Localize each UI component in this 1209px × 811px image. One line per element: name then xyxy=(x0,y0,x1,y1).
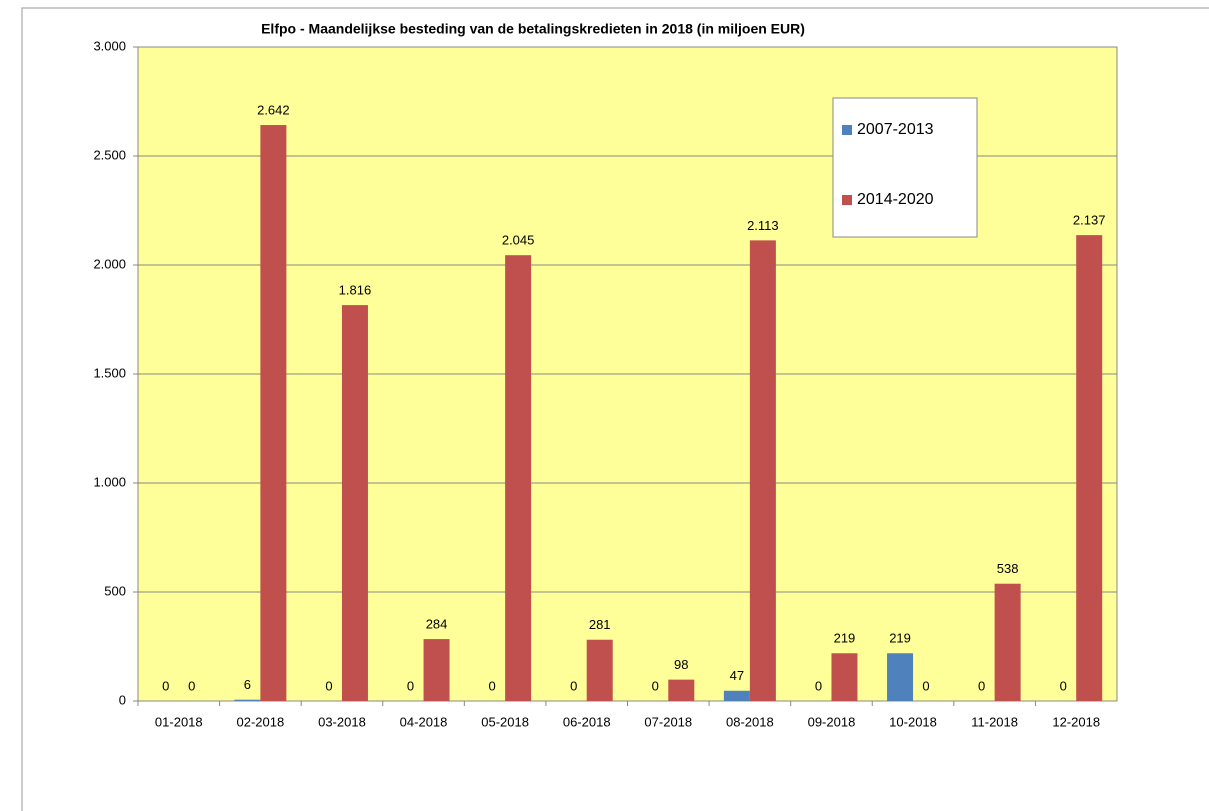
bar xyxy=(887,653,914,701)
data-label: 0 xyxy=(188,678,195,693)
data-label: 0 xyxy=(978,678,985,693)
y-tick-label: 2.500 xyxy=(93,147,126,162)
chart-title: Elfpo - Maandelijkse besteding van de be… xyxy=(261,21,805,37)
bar xyxy=(260,125,287,701)
x-tick-label: 10-2018 xyxy=(889,714,937,729)
legend-label: 2007-2013 xyxy=(857,121,934,138)
y-tick-label: 0 xyxy=(119,692,126,707)
bar xyxy=(1076,235,1103,701)
x-tick-label: 07-2018 xyxy=(644,714,692,729)
data-label: 47 xyxy=(730,668,744,683)
data-label: 2.642 xyxy=(257,102,290,117)
data-label: 0 xyxy=(922,678,929,693)
x-tick-label: 02-2018 xyxy=(237,714,285,729)
x-tick-label: 11-2018 xyxy=(971,714,1018,729)
x-tick-label: 03-2018 xyxy=(318,714,366,729)
data-label: 219 xyxy=(889,631,911,646)
bar xyxy=(723,690,750,701)
data-label: 538 xyxy=(997,561,1019,576)
x-tick-label: 06-2018 xyxy=(563,714,611,729)
data-label: 0 xyxy=(1060,678,1067,693)
data-label: 2.113 xyxy=(747,218,779,233)
bar xyxy=(341,305,368,701)
legend-swatch xyxy=(842,195,852,205)
legend-box xyxy=(832,97,978,238)
data-label: 219 xyxy=(834,631,856,646)
x-tick-label: 01-2018 xyxy=(155,714,203,729)
data-label: 98 xyxy=(674,657,688,672)
bar xyxy=(831,653,858,701)
bar xyxy=(668,679,695,701)
data-label: 0 xyxy=(652,678,659,693)
y-tick-label: 2.000 xyxy=(93,256,126,271)
legend-swatch xyxy=(842,125,852,135)
x-tick-label: 08-2018 xyxy=(726,714,774,729)
bar xyxy=(505,255,532,701)
data-label: 2.137 xyxy=(1073,213,1106,228)
y-tick-label: 1.000 xyxy=(93,474,126,489)
data-label: 6 xyxy=(244,677,251,692)
data-label: 281 xyxy=(589,617,611,632)
bar xyxy=(423,639,450,701)
bar xyxy=(586,639,613,701)
legend-label: 2014-2020 xyxy=(857,191,934,208)
data-label: 1.816 xyxy=(339,283,372,298)
data-label: 2.045 xyxy=(502,233,535,248)
data-label: 0 xyxy=(162,678,169,693)
data-label: 0 xyxy=(489,678,496,693)
y-tick-label: 500 xyxy=(104,583,126,598)
x-tick-label: 09-2018 xyxy=(808,714,856,729)
data-label: 284 xyxy=(426,617,448,632)
x-tick-label: 05-2018 xyxy=(481,714,529,729)
data-label: 0 xyxy=(570,678,577,693)
data-label: 0 xyxy=(325,678,332,693)
data-label: 0 xyxy=(815,678,822,693)
bar xyxy=(234,699,261,701)
bar xyxy=(994,583,1021,701)
y-tick-label: 3.000 xyxy=(93,38,126,53)
bar xyxy=(749,240,776,701)
y-tick-label: 1.500 xyxy=(93,365,126,380)
x-tick-label: 04-2018 xyxy=(400,714,448,729)
x-tick-label: 12-2018 xyxy=(1052,714,1100,729)
data-label: 0 xyxy=(407,678,414,693)
